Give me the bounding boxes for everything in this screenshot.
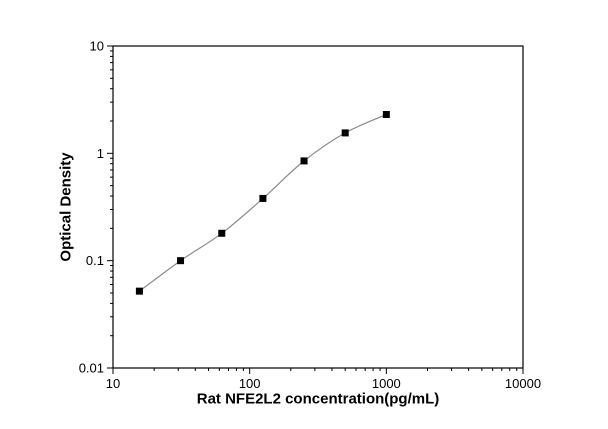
- x-tick-label: 100: [239, 376, 261, 391]
- y-tick-label: 1: [97, 146, 104, 161]
- data-point-marker: [135, 287, 143, 295]
- plot-frame: [112, 45, 524, 369]
- data-point-marker: [259, 194, 267, 202]
- y-tick-label: 10: [90, 39, 104, 54]
- data-point-marker: [218, 229, 226, 237]
- x-tick-label: 1000: [372, 376, 401, 391]
- curve-line: [139, 113, 387, 292]
- x-tick-label: 10: [106, 376, 120, 391]
- y-tick-label: 0.1: [86, 253, 104, 268]
- x-axis-label: Rat NFE2L2 concentration(pg/mL): [196, 390, 440, 408]
- x-tick-label: 10000: [505, 376, 541, 391]
- data-point-marker: [341, 129, 349, 137]
- data-point-marker: [300, 157, 308, 165]
- data-point-marker: [382, 111, 390, 119]
- data-point-marker: [177, 257, 185, 265]
- y-tick-label: 0.01: [79, 361, 104, 376]
- y-axis-label: Optical Density: [57, 152, 75, 262]
